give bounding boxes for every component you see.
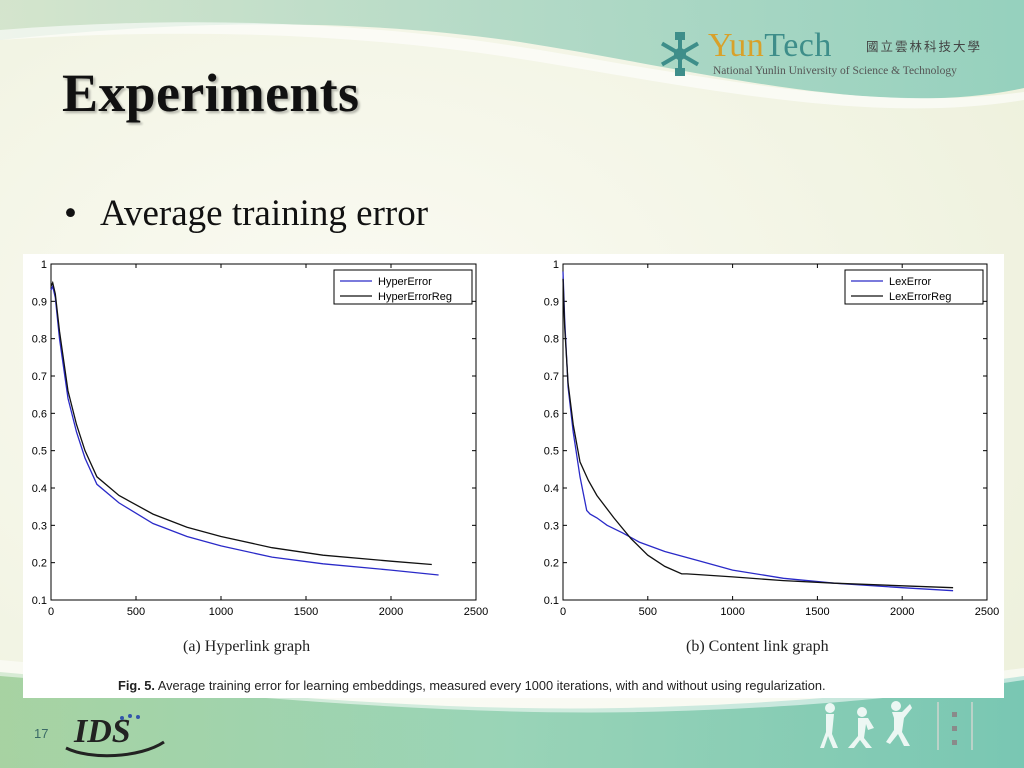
chart-b-plot-area [562, 263, 988, 601]
figure-caption: Fig. 5. Average training error for learn… [118, 678, 826, 693]
chart-b-y-tick-label: 0.6 [544, 408, 559, 420]
chart-a-legend [333, 269, 473, 305]
chart-b-legend [844, 269, 984, 305]
chart-a-y-tick-label: 0.3 [32, 520, 47, 532]
chart-a-plot-area [50, 263, 477, 601]
chart-a-y-tick-label: 0.8 [32, 334, 47, 346]
snowflake-logo-icon [660, 32, 700, 76]
chart-b-series-line-2 [562, 278, 954, 589]
figure-caption-label: Fig. 5. [118, 678, 155, 693]
chart-a-legend-label: HyperError [378, 276, 432, 288]
chart-a-y-tick-label: 0.1 [32, 595, 47, 607]
chart-b-x-tick-label: 1500 [805, 606, 829, 618]
people-silhouettes-icon [820, 701, 973, 750]
chart-a-y-tick-label: 0.7 [32, 371, 47, 383]
figure-panel: 0 500 1000 1500 2000 2500 0.1 0.2 0.3 0.4 0.5 0.6 0.… [23, 254, 1004, 698]
chart-a-x-tick-label: 2500 [464, 606, 488, 618]
chart-a-y-tick-label: 0.5 [32, 446, 47, 458]
chart-b-y-tick-label: 0.3 [544, 520, 559, 532]
chart-b-y-tick-label: 1 [553, 259, 559, 271]
chart-a-x-tick-label: 0 [48, 606, 54, 618]
chart-a-y-tick-label: 0.6 [32, 408, 47, 420]
chart-b-x-tick-label: 2000 [890, 606, 914, 618]
chart-b-series-line-1 [562, 271, 954, 592]
chart-a-x-tick-label: 2000 [379, 606, 403, 618]
chart-a-legend-label: HyperErrorReg [378, 291, 452, 303]
bullet-list: Average training error [64, 192, 428, 235]
chart-b-y-tick-label: 0.9 [544, 296, 559, 308]
chart-a-x-tick-label: 500 [127, 606, 145, 618]
logo-yun: Yun [708, 27, 765, 64]
chart-b-y-tick-label: 0.2 [544, 558, 559, 570]
chart-a-series-line-2 [50, 280, 432, 566]
chart-b-x-tick-label: 500 [639, 606, 657, 618]
ids-logo-dot [120, 716, 124, 720]
subcaption-b: (b) Content link graph [686, 638, 829, 655]
chart-b-y-tick-label: 0.4 [544, 483, 559, 495]
page-number: 17 [34, 726, 49, 741]
chart-b-x-tick-label: 0 [560, 606, 566, 618]
subcaption-a: (a) Hyperlink graph [183, 638, 311, 655]
chart-b-legend-label: LexError [889, 276, 932, 288]
ids-logo: IDS [65, 713, 165, 758]
logo-wordmark: YunTech [708, 26, 832, 66]
chart-b-legend-label: LexErrorReg [889, 291, 951, 303]
logo-tech: Tech [764, 27, 832, 64]
slide-title: Experiments [62, 63, 360, 123]
chart-b-x-tick-label: 2500 [975, 606, 999, 618]
chart-b-y-tick-label: 0.7 [544, 371, 559, 383]
figure-caption-text: Average training error for learning embe… [157, 678, 826, 693]
chart-b-x-tick-label: 1000 [720, 606, 744, 618]
chart-b-y-tick-label: 0.5 [544, 446, 559, 458]
chart-a-y-tick-label: 0.9 [32, 296, 47, 308]
bullet-text: Average training error [100, 193, 429, 234]
chart-a-x-tick-label: 1500 [294, 606, 318, 618]
ids-logo-dot [128, 714, 132, 718]
chart-b-y-tick-label: 0.1 [544, 595, 559, 607]
ids-logo-swoosh [65, 740, 165, 758]
chart-a-y-tick-label: 0.2 [32, 558, 47, 570]
ids-logo-dot [136, 715, 140, 719]
chart-a-x-tick-label: 1000 [209, 606, 233, 618]
chart-a-y-tick-label: 1 [41, 259, 47, 271]
chart-b-y-tick-label: 0.8 [544, 334, 559, 346]
logo-chinese-name: 國立雲林科技大學 [866, 39, 983, 54]
logo-english-name: National Yunlin University of Science & … [713, 65, 957, 77]
charts-svg: 0 500 1000 1500 2000 25000.10.20.30.40.50.60.… [32, 259, 1000, 618]
chart-a-y-tick-label: 0.4 [32, 483, 47, 495]
bullet-item: Average training error [64, 192, 428, 235]
yuntech-logo: YunTech 國立雲林科技大學 National Yunlin Univers… [656, 27, 1006, 82]
